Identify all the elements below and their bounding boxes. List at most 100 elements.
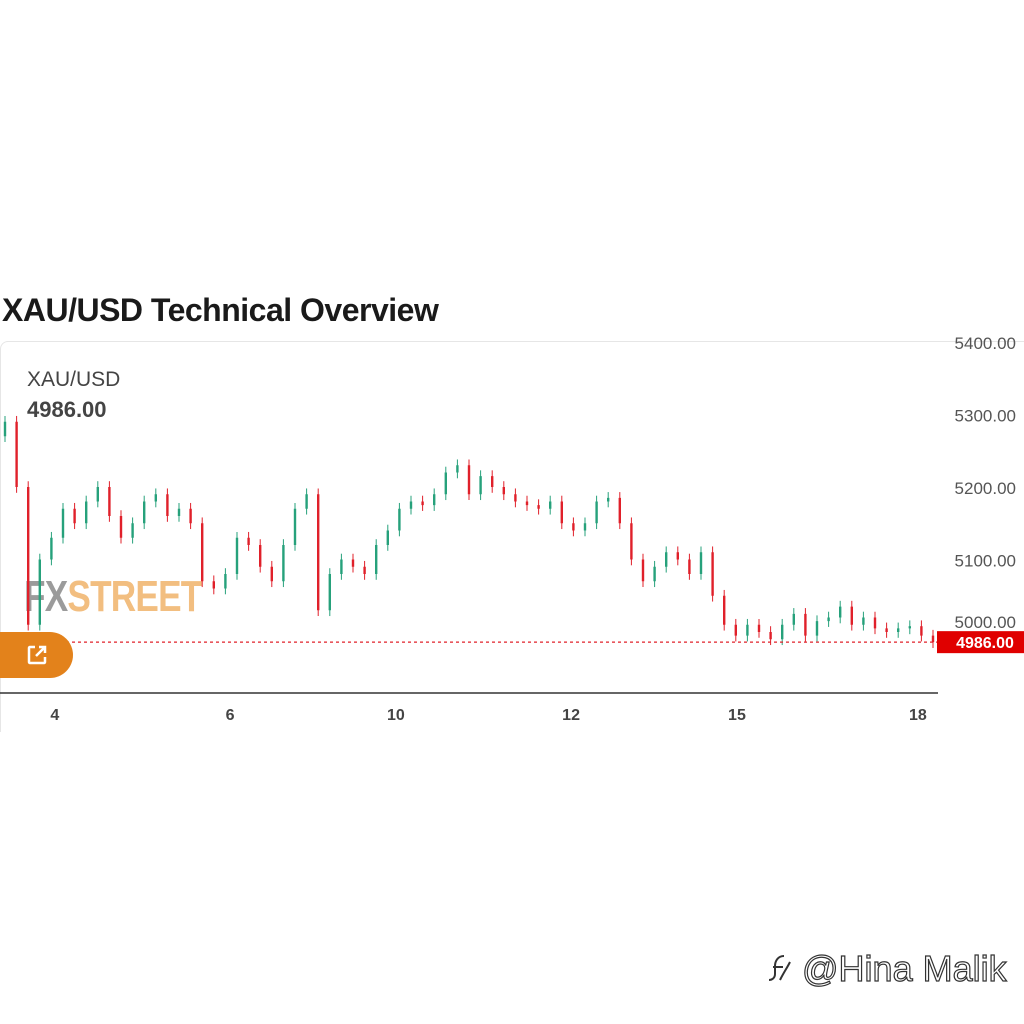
y-tick-label: 5000.00	[955, 613, 1016, 632]
candle	[433, 488, 436, 511]
candle	[27, 481, 30, 631]
candle	[212, 575, 215, 595]
candle	[804, 608, 807, 642]
page-title: XAU/USD Technical Overview	[2, 292, 439, 328]
candle	[108, 481, 111, 522]
candle	[224, 568, 227, 595]
candle	[908, 620, 911, 635]
candle	[514, 488, 517, 508]
candle	[479, 470, 482, 501]
candle	[340, 553, 343, 580]
candle	[61, 502, 65, 544]
x-tick-label: 10	[387, 707, 405, 724]
candle	[398, 502, 401, 537]
candle	[665, 546, 668, 573]
x-tick-label: 12	[562, 707, 580, 724]
candle	[444, 466, 447, 501]
candle	[676, 546, 679, 566]
candle	[931, 629, 935, 648]
fxstreet-watermark: FXSTREET	[24, 572, 202, 621]
candle	[235, 531, 239, 580]
candle	[351, 553, 355, 573]
candle	[317, 488, 320, 617]
candle	[85, 495, 88, 530]
x-tick-label: 6	[226, 707, 235, 724]
candle	[873, 611, 877, 635]
platform-logo-icon	[768, 955, 791, 981]
author-credit: @Hina Malik	[764, 947, 1007, 990]
candle	[734, 618, 737, 642]
chart-symbol: XAU/USD	[27, 368, 121, 391]
last-price-badge	[937, 631, 1024, 654]
candle	[839, 600, 842, 624]
candle	[456, 459, 459, 479]
y-tick-label: 5400.00	[955, 334, 1016, 353]
candle	[827, 611, 830, 627]
candle	[293, 502, 297, 551]
candle	[607, 492, 610, 508]
candle	[897, 622, 900, 638]
candle	[653, 560, 656, 588]
x-tick-label: 15	[728, 707, 746, 724]
candle	[699, 546, 703, 580]
candle	[618, 492, 621, 530]
candle	[723, 589, 726, 631]
candle	[688, 553, 691, 580]
candle	[630, 517, 633, 566]
candle	[189, 502, 192, 530]
last-price-label: 4986.00	[956, 635, 1014, 652]
candle	[363, 560, 366, 580]
candle	[595, 495, 598, 530]
candle	[201, 517, 204, 588]
candle	[792, 608, 795, 631]
candle	[885, 622, 888, 638]
candle	[421, 495, 424, 511]
open-chart-button[interactable]	[0, 632, 73, 678]
candle	[119, 510, 123, 544]
y-tick-label: 5200.00	[955, 479, 1016, 498]
candle	[282, 539, 285, 588]
candle	[73, 502, 76, 530]
x-tick-label: 4	[50, 707, 59, 724]
candle	[491, 470, 494, 493]
external-link-icon	[27, 645, 46, 665]
candle	[815, 615, 819, 642]
candle	[560, 495, 563, 530]
candle	[386, 524, 389, 551]
candle	[583, 517, 587, 537]
candle	[15, 415, 18, 493]
candle	[467, 459, 471, 501]
candle	[305, 488, 308, 515]
candle	[154, 488, 157, 508]
candle	[409, 495, 413, 515]
candle	[96, 481, 99, 508]
candle	[746, 618, 749, 642]
candle	[259, 539, 262, 573]
candle	[166, 488, 169, 522]
candle	[572, 517, 575, 537]
candle	[850, 600, 853, 631]
candle	[247, 531, 250, 551]
candle	[502, 481, 505, 501]
candle	[328, 568, 331, 617]
chart-widget	[0, 341, 1024, 732]
candle	[920, 620, 923, 642]
candle	[641, 553, 645, 588]
x-tick-label: 18	[909, 707, 927, 724]
y-tick-label: 5100.00	[955, 552, 1016, 571]
candle	[549, 495, 552, 515]
candle	[38, 553, 41, 631]
candle	[3, 415, 7, 443]
candle	[781, 618, 784, 646]
candle	[537, 499, 540, 515]
candle	[50, 531, 53, 566]
candle	[862, 611, 865, 631]
candle	[757, 618, 761, 638]
chart-price: 4986.00	[27, 397, 107, 422]
candle	[375, 539, 378, 580]
candle	[131, 517, 134, 544]
y-tick-label: 5300.00	[955, 407, 1016, 426]
candle	[711, 546, 714, 602]
candle	[143, 495, 146, 530]
